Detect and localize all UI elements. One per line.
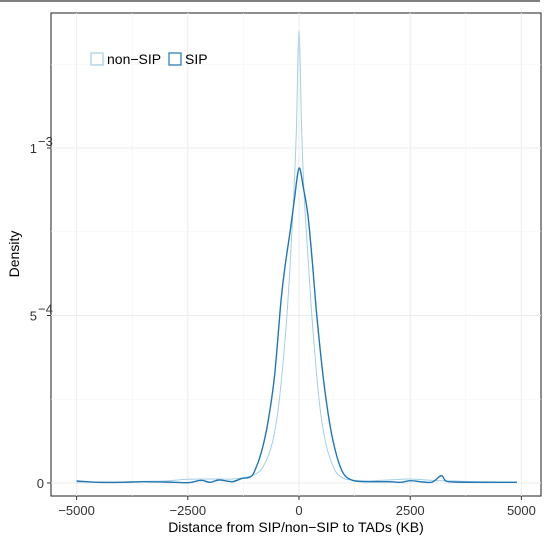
legend-key-non-sip [90,52,104,66]
x-axis-title: Distance from SIP/non−SIP to TADs (KB) [168,519,424,535]
series-line-sip [76,167,517,484]
x-tick-label: −5000 [58,503,95,518]
legend-label-non-sip: non−SIP [107,51,161,67]
y-tick-label: 0 [37,476,44,491]
y-axis-ticks: 0 5 −4 1 −3 [30,134,53,491]
gridlines [51,13,541,496]
legend: non−SIP SIP [90,51,208,67]
y-tick-label-exponent: −4 [38,302,53,317]
plot-panel [50,12,542,497]
series-lines [76,30,517,484]
legend-key-sip [168,52,182,66]
y-tick-label: 1 [30,141,37,156]
y-tick-label-exponent: −3 [38,134,53,149]
x-tick-label: 2500 [396,503,425,518]
y-axis-title: Density [6,231,22,278]
x-axis-ticks: −5000 −2500 0 2500 5000 [58,496,536,518]
x-tick-label: 0 [295,503,302,518]
x-tick-label: −2500 [170,503,207,518]
legend-label-sip: SIP [185,51,208,67]
x-tick-label: 5000 [507,503,536,518]
series-line-non-sip [76,30,517,483]
y-tick-label: 5 [30,309,37,324]
